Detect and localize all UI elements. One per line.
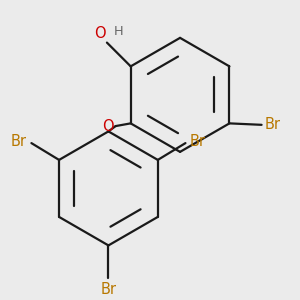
Text: Br: Br [190,134,206,149]
Text: H: H [114,25,124,38]
Text: O: O [103,118,114,134]
Text: Br: Br [100,282,116,297]
Text: Br: Br [11,134,27,149]
Text: Br: Br [265,117,281,132]
Text: O: O [94,26,106,41]
